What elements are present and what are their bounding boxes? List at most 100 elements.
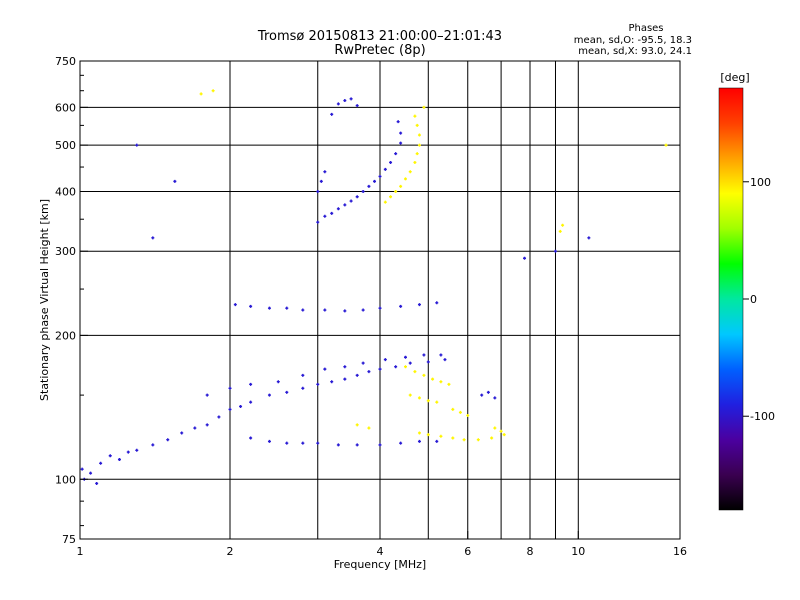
y-axis-ticks: 75 100 200 300 400 500 600 750	[55, 55, 88, 546]
data-point	[486, 390, 490, 394]
data-point	[415, 152, 419, 156]
data-point	[267, 306, 271, 310]
x-axis-label: Frequency [MHz]	[334, 558, 426, 571]
data-point	[267, 439, 271, 443]
colorbar-tick-label: -100	[750, 410, 775, 423]
y-tick-label: 500	[55, 139, 76, 152]
data-point	[523, 256, 527, 260]
colorbar-tick-label: 100	[750, 176, 771, 189]
data-point	[343, 365, 347, 369]
data-point	[316, 441, 320, 445]
data-point	[417, 143, 421, 147]
data-point	[95, 481, 99, 485]
data-point	[435, 439, 439, 443]
data-point	[447, 382, 451, 386]
x-tick-label: 1	[77, 545, 84, 558]
data-point	[336, 207, 340, 211]
colorbar	[718, 87, 744, 511]
colorbar-tick-label: 0	[750, 293, 757, 306]
data-point	[378, 306, 382, 310]
y-tick-label: 400	[55, 185, 76, 198]
data-point	[108, 454, 112, 458]
data-point	[417, 431, 421, 435]
data-point	[415, 123, 419, 127]
data-point	[403, 177, 407, 181]
data-point	[378, 367, 382, 371]
data-point	[399, 304, 403, 308]
data-point	[394, 189, 398, 193]
data-point	[399, 131, 403, 135]
data-point	[399, 184, 403, 188]
data-point	[587, 236, 591, 240]
x-tick-label: 16	[673, 545, 687, 558]
data-point	[422, 373, 426, 377]
data-point	[319, 179, 323, 183]
data-point	[135, 448, 139, 452]
data-point	[451, 436, 455, 440]
data-point	[301, 373, 305, 377]
data-point	[343, 203, 347, 207]
data-point	[249, 400, 253, 404]
x-tick-label: 6	[464, 545, 471, 558]
data-point	[458, 410, 462, 414]
data-point	[466, 413, 470, 417]
data-point	[399, 441, 403, 445]
stats-heading: Phases	[628, 23, 663, 34]
data-point	[355, 104, 359, 108]
data-point	[135, 143, 139, 147]
data-point	[373, 179, 377, 183]
data-point	[349, 97, 353, 101]
y-axis-label: Stationary phase Virtual Height [km]	[38, 199, 51, 401]
data-point	[151, 236, 155, 240]
data-point	[408, 170, 412, 174]
data-point	[323, 308, 327, 312]
data-point	[228, 407, 232, 411]
data-point	[383, 358, 387, 362]
stats-line-x: mean, sd,X: 93.0, 24.1	[578, 46, 692, 57]
data-point	[417, 439, 421, 443]
data-point	[435, 400, 439, 404]
data-point	[431, 377, 435, 381]
data-point	[553, 249, 557, 253]
data-point	[323, 367, 327, 371]
data-point	[355, 443, 359, 447]
data-point	[389, 160, 393, 164]
data-point	[217, 415, 221, 419]
x-tick-label: 2	[227, 545, 234, 558]
data-point	[249, 382, 253, 386]
data-point	[383, 200, 387, 204]
data-point	[355, 423, 359, 427]
data-points	[80, 89, 668, 485]
data-point	[558, 229, 562, 233]
data-point	[361, 308, 365, 312]
data-point	[361, 189, 365, 193]
data-point	[99, 461, 103, 465]
data-point	[316, 220, 320, 224]
data-point	[443, 358, 447, 362]
data-point	[205, 423, 209, 427]
x-tick-label: 8	[527, 545, 534, 558]
data-point	[285, 306, 289, 310]
y-tick-label: 600	[55, 101, 76, 114]
data-point	[399, 141, 403, 145]
data-point	[396, 120, 400, 124]
data-point	[126, 450, 130, 454]
data-point	[417, 133, 421, 137]
data-point	[561, 223, 565, 227]
x-axis-ticks: 1 2 4 6 8 10 16	[77, 531, 687, 558]
x-tick-label: 4	[377, 545, 384, 558]
data-point	[426, 399, 430, 403]
data-point	[301, 441, 305, 445]
data-point	[367, 426, 371, 430]
data-point	[173, 179, 177, 183]
data-point	[439, 353, 443, 357]
data-point	[117, 457, 121, 461]
data-point	[408, 393, 412, 397]
data-point	[408, 361, 412, 365]
y-tick-label: 75	[62, 533, 76, 546]
data-point	[413, 114, 417, 118]
data-point	[285, 390, 289, 394]
colorbar-label: [deg]	[720, 71, 749, 84]
data-point	[361, 361, 365, 365]
